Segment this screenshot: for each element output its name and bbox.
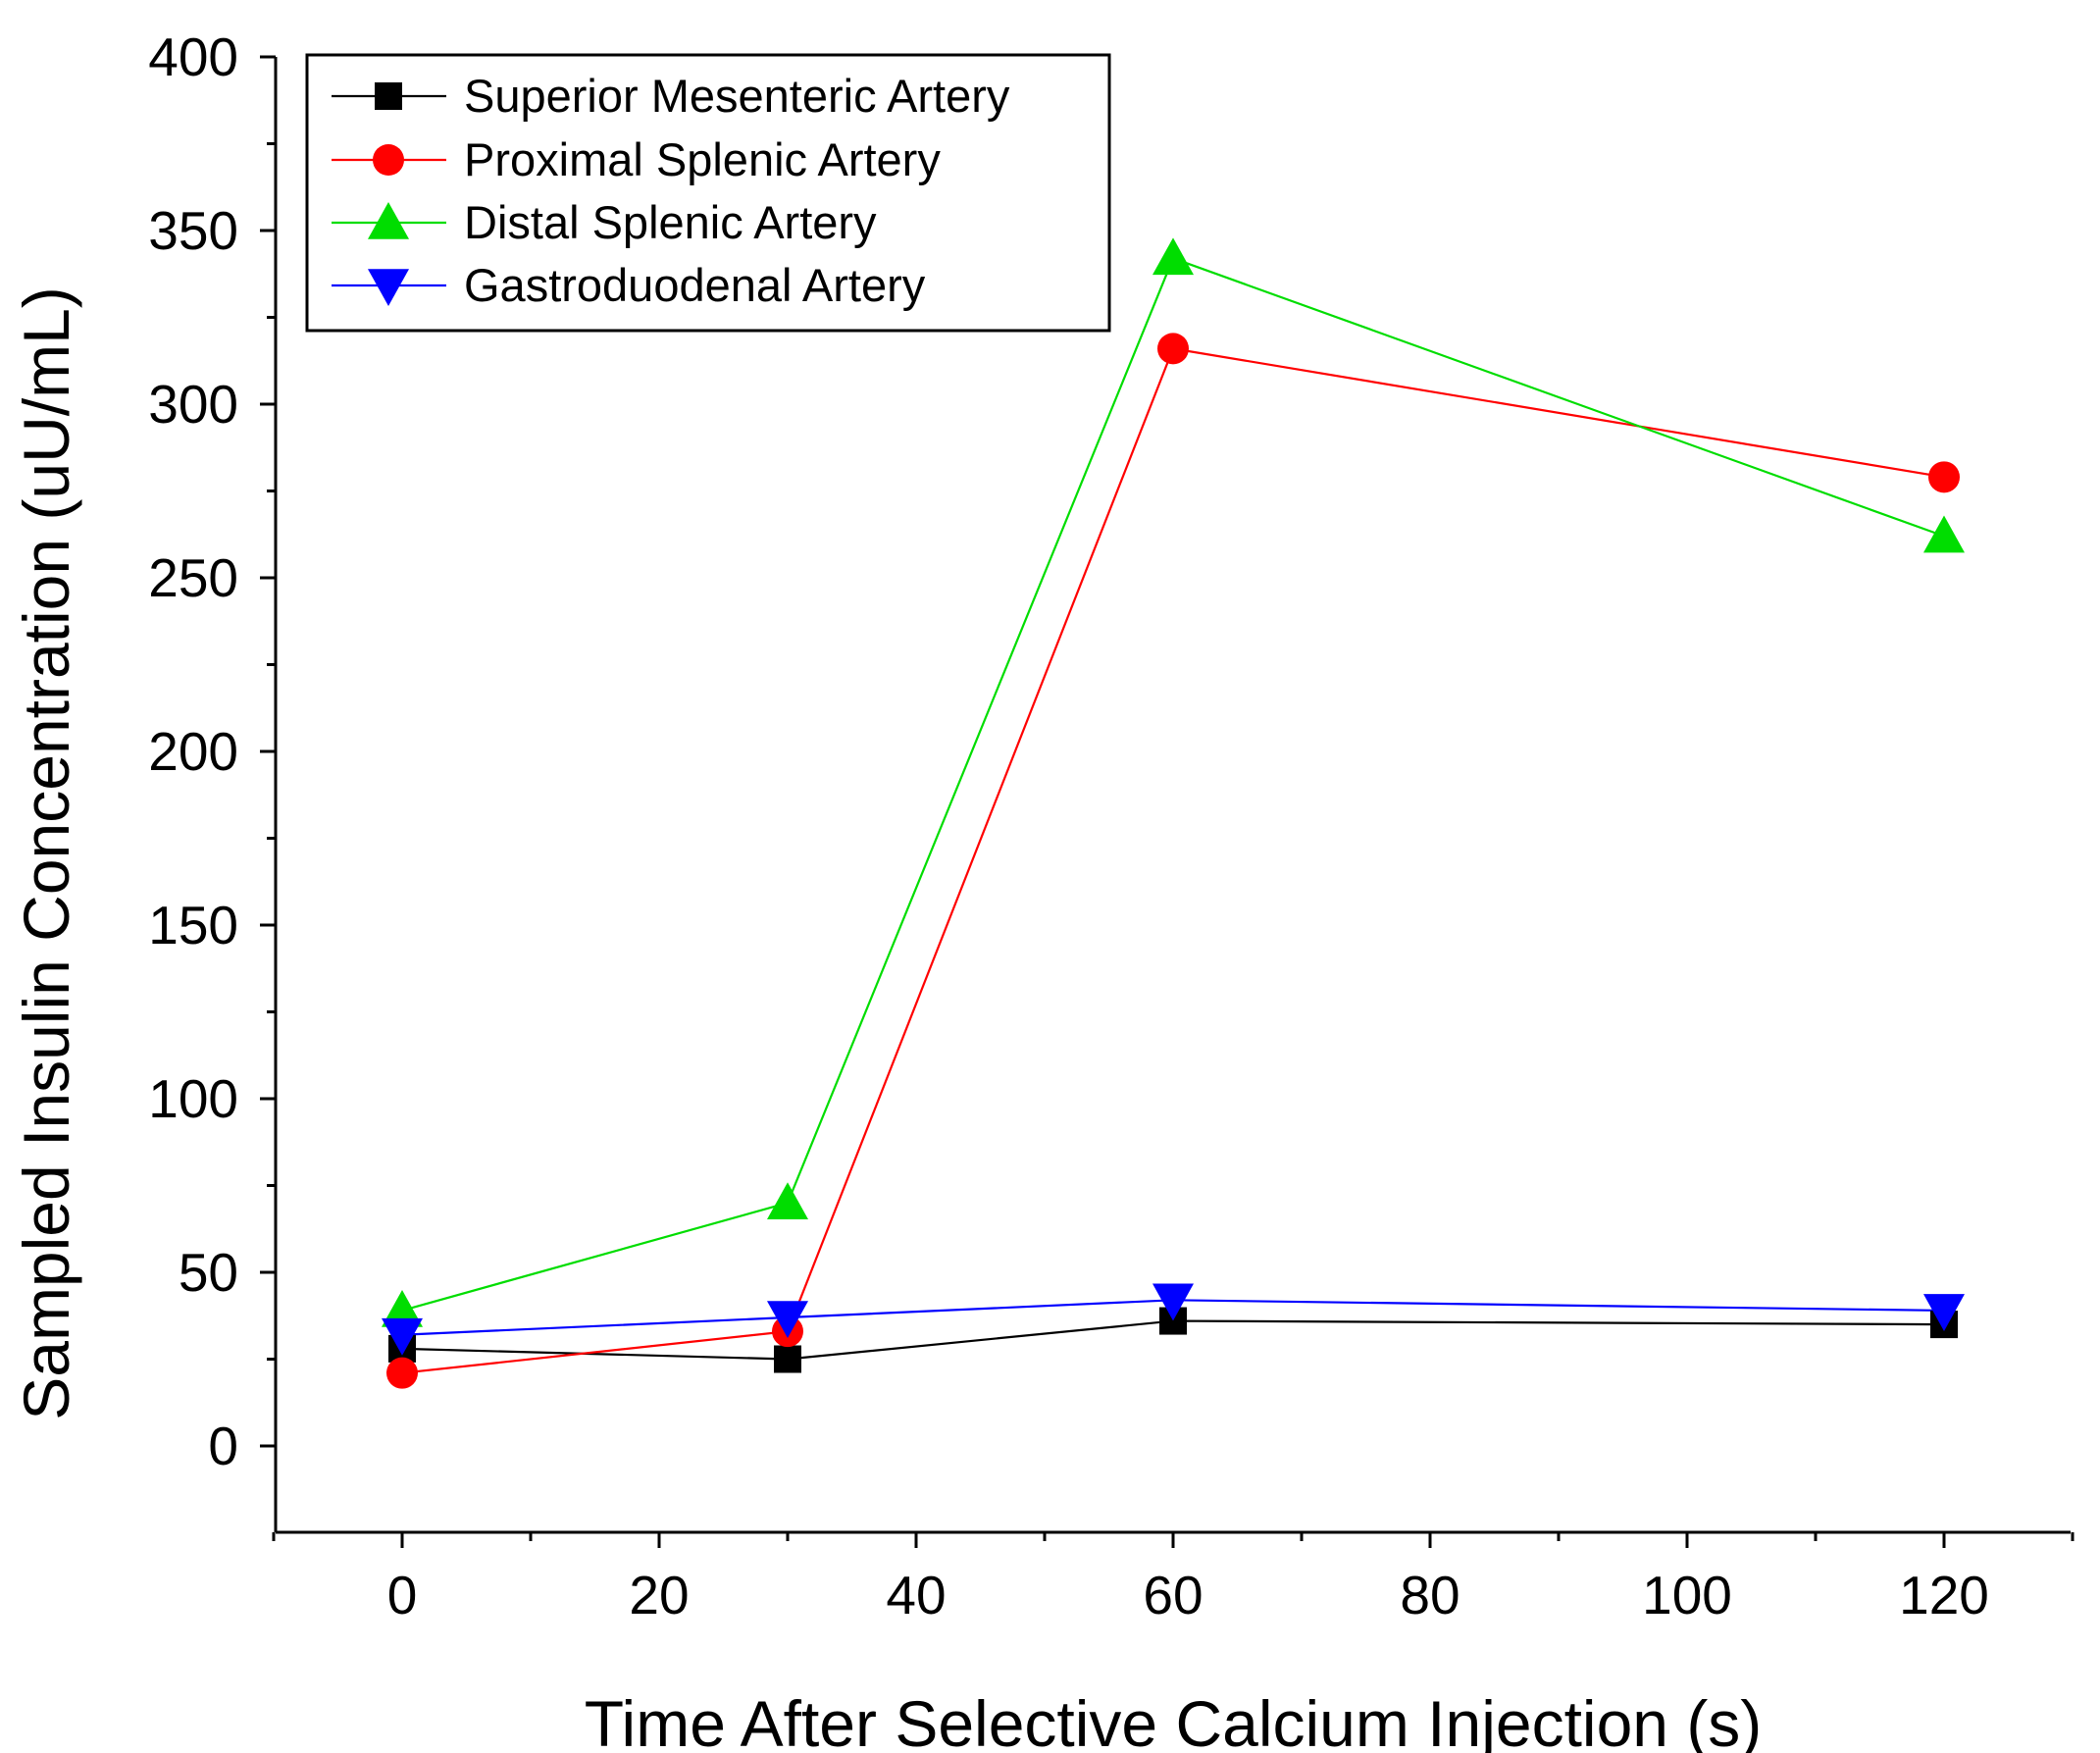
data-point-series-2 — [1923, 515, 1965, 553]
x-tick-label: 40 — [886, 1565, 946, 1625]
x-tick-label: 60 — [1143, 1565, 1203, 1625]
x-tick-label: 0 — [387, 1565, 418, 1625]
legend-items: Superior Mesenteric Artery Proximal Splen… — [332, 70, 1010, 311]
data-point-series-1 — [386, 1357, 418, 1389]
series-line-3 — [401, 1299, 1945, 1336]
y-tick-label: 0 — [208, 1416, 238, 1476]
legend-marker-2 — [368, 202, 409, 239]
data-point-series-2 — [1152, 237, 1194, 276]
data-point-series-1 — [1928, 461, 1960, 493]
data-point-series-3 — [767, 1301, 808, 1339]
y-tick-label: 150 — [148, 895, 238, 955]
data-point-series-2 — [382, 1289, 423, 1327]
x-tick-label: 120 — [1899, 1565, 1989, 1625]
series-layer — [382, 237, 1965, 1389]
y-tick-label: 400 — [148, 26, 238, 87]
legend-box — [305, 53, 1111, 333]
series-line-0 — [401, 1319, 1945, 1361]
x-axis-title: Time After Selective Calcium Injection (… — [585, 1687, 1763, 1753]
series-line-2 — [401, 256, 1945, 1312]
data-point-series-0 — [774, 1345, 801, 1373]
data-point-series-3 — [1152, 1283, 1194, 1321]
legend-label-0: Superior Mesenteric Artery — [464, 70, 1010, 122]
x-tick-label: 20 — [629, 1565, 689, 1625]
y-tick-label: 200 — [148, 721, 238, 782]
legend-label-2: Distal Splenic Artery — [464, 196, 877, 248]
y-ticks: 0 50 100 150 200 250 300 350 400 — [148, 26, 276, 1476]
legend-marker-3 — [368, 269, 409, 306]
legend-label-3: Gastroduodenal Artery — [464, 259, 926, 311]
x-tick-label: 80 — [1400, 1565, 1460, 1625]
y-tick-label: 250 — [148, 547, 238, 608]
y-tick-label: 50 — [179, 1242, 238, 1303]
data-point-series-2 — [767, 1182, 808, 1219]
y-tick-label: 100 — [148, 1068, 238, 1129]
data-point-series-3 — [382, 1317, 423, 1356]
legend-label-1: Proximal Splenic Artery — [464, 133, 941, 185]
y-tick-label: 300 — [148, 374, 238, 435]
x-ticks: 0 20 40 60 80 100 120 — [272, 1532, 2074, 1625]
x-tick-label: 100 — [1642, 1565, 1732, 1625]
legend-marker-0 — [375, 82, 402, 110]
y-tick-label: 350 — [148, 200, 238, 261]
series-line-1 — [401, 347, 1945, 1374]
legend: Superior Mesenteric Artery Proximal Splen… — [305, 53, 1111, 333]
data-point-series-1 — [1157, 333, 1189, 365]
data-point-series-3 — [1923, 1294, 1965, 1331]
legend-marker-1 — [373, 144, 404, 176]
y-axis-title: Sampled Insulin Concentration (uU/mL) — [10, 286, 82, 1420]
